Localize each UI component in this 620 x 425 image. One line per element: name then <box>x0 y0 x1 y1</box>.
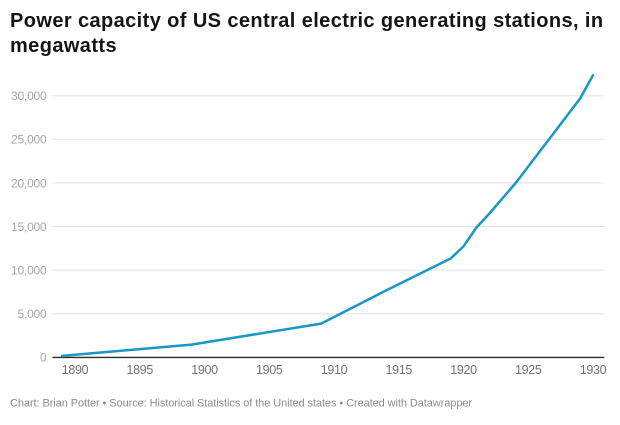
svg-text:1915: 1915 <box>385 363 412 377</box>
svg-text:25,000: 25,000 <box>11 133 47 147</box>
svg-text:Power capacity of US central e: Power capacity of US central electric ge… <box>10 10 603 32</box>
svg-text:5,000: 5,000 <box>17 307 47 321</box>
svg-text:1920: 1920 <box>450 363 477 377</box>
svg-text:15,000: 15,000 <box>11 220 47 234</box>
svg-text:1905: 1905 <box>256 363 283 377</box>
svg-text:1910: 1910 <box>321 363 348 377</box>
svg-text:10,000: 10,000 <box>11 264 47 278</box>
svg-text:1930: 1930 <box>580 363 607 377</box>
svg-text:0: 0 <box>40 351 47 365</box>
svg-text:1900: 1900 <box>191 363 218 377</box>
svg-text:megawatts: megawatts <box>10 35 117 57</box>
svg-text:30,000: 30,000 <box>11 89 47 103</box>
svg-text:20,000: 20,000 <box>11 176 47 190</box>
svg-text:1895: 1895 <box>126 363 153 377</box>
svg-text:1925: 1925 <box>515 363 542 377</box>
svg-text:Chart: Brian Potter • Source:: Chart: Brian Potter • Source: Historical… <box>10 397 472 409</box>
svg-text:1890: 1890 <box>62 363 89 377</box>
